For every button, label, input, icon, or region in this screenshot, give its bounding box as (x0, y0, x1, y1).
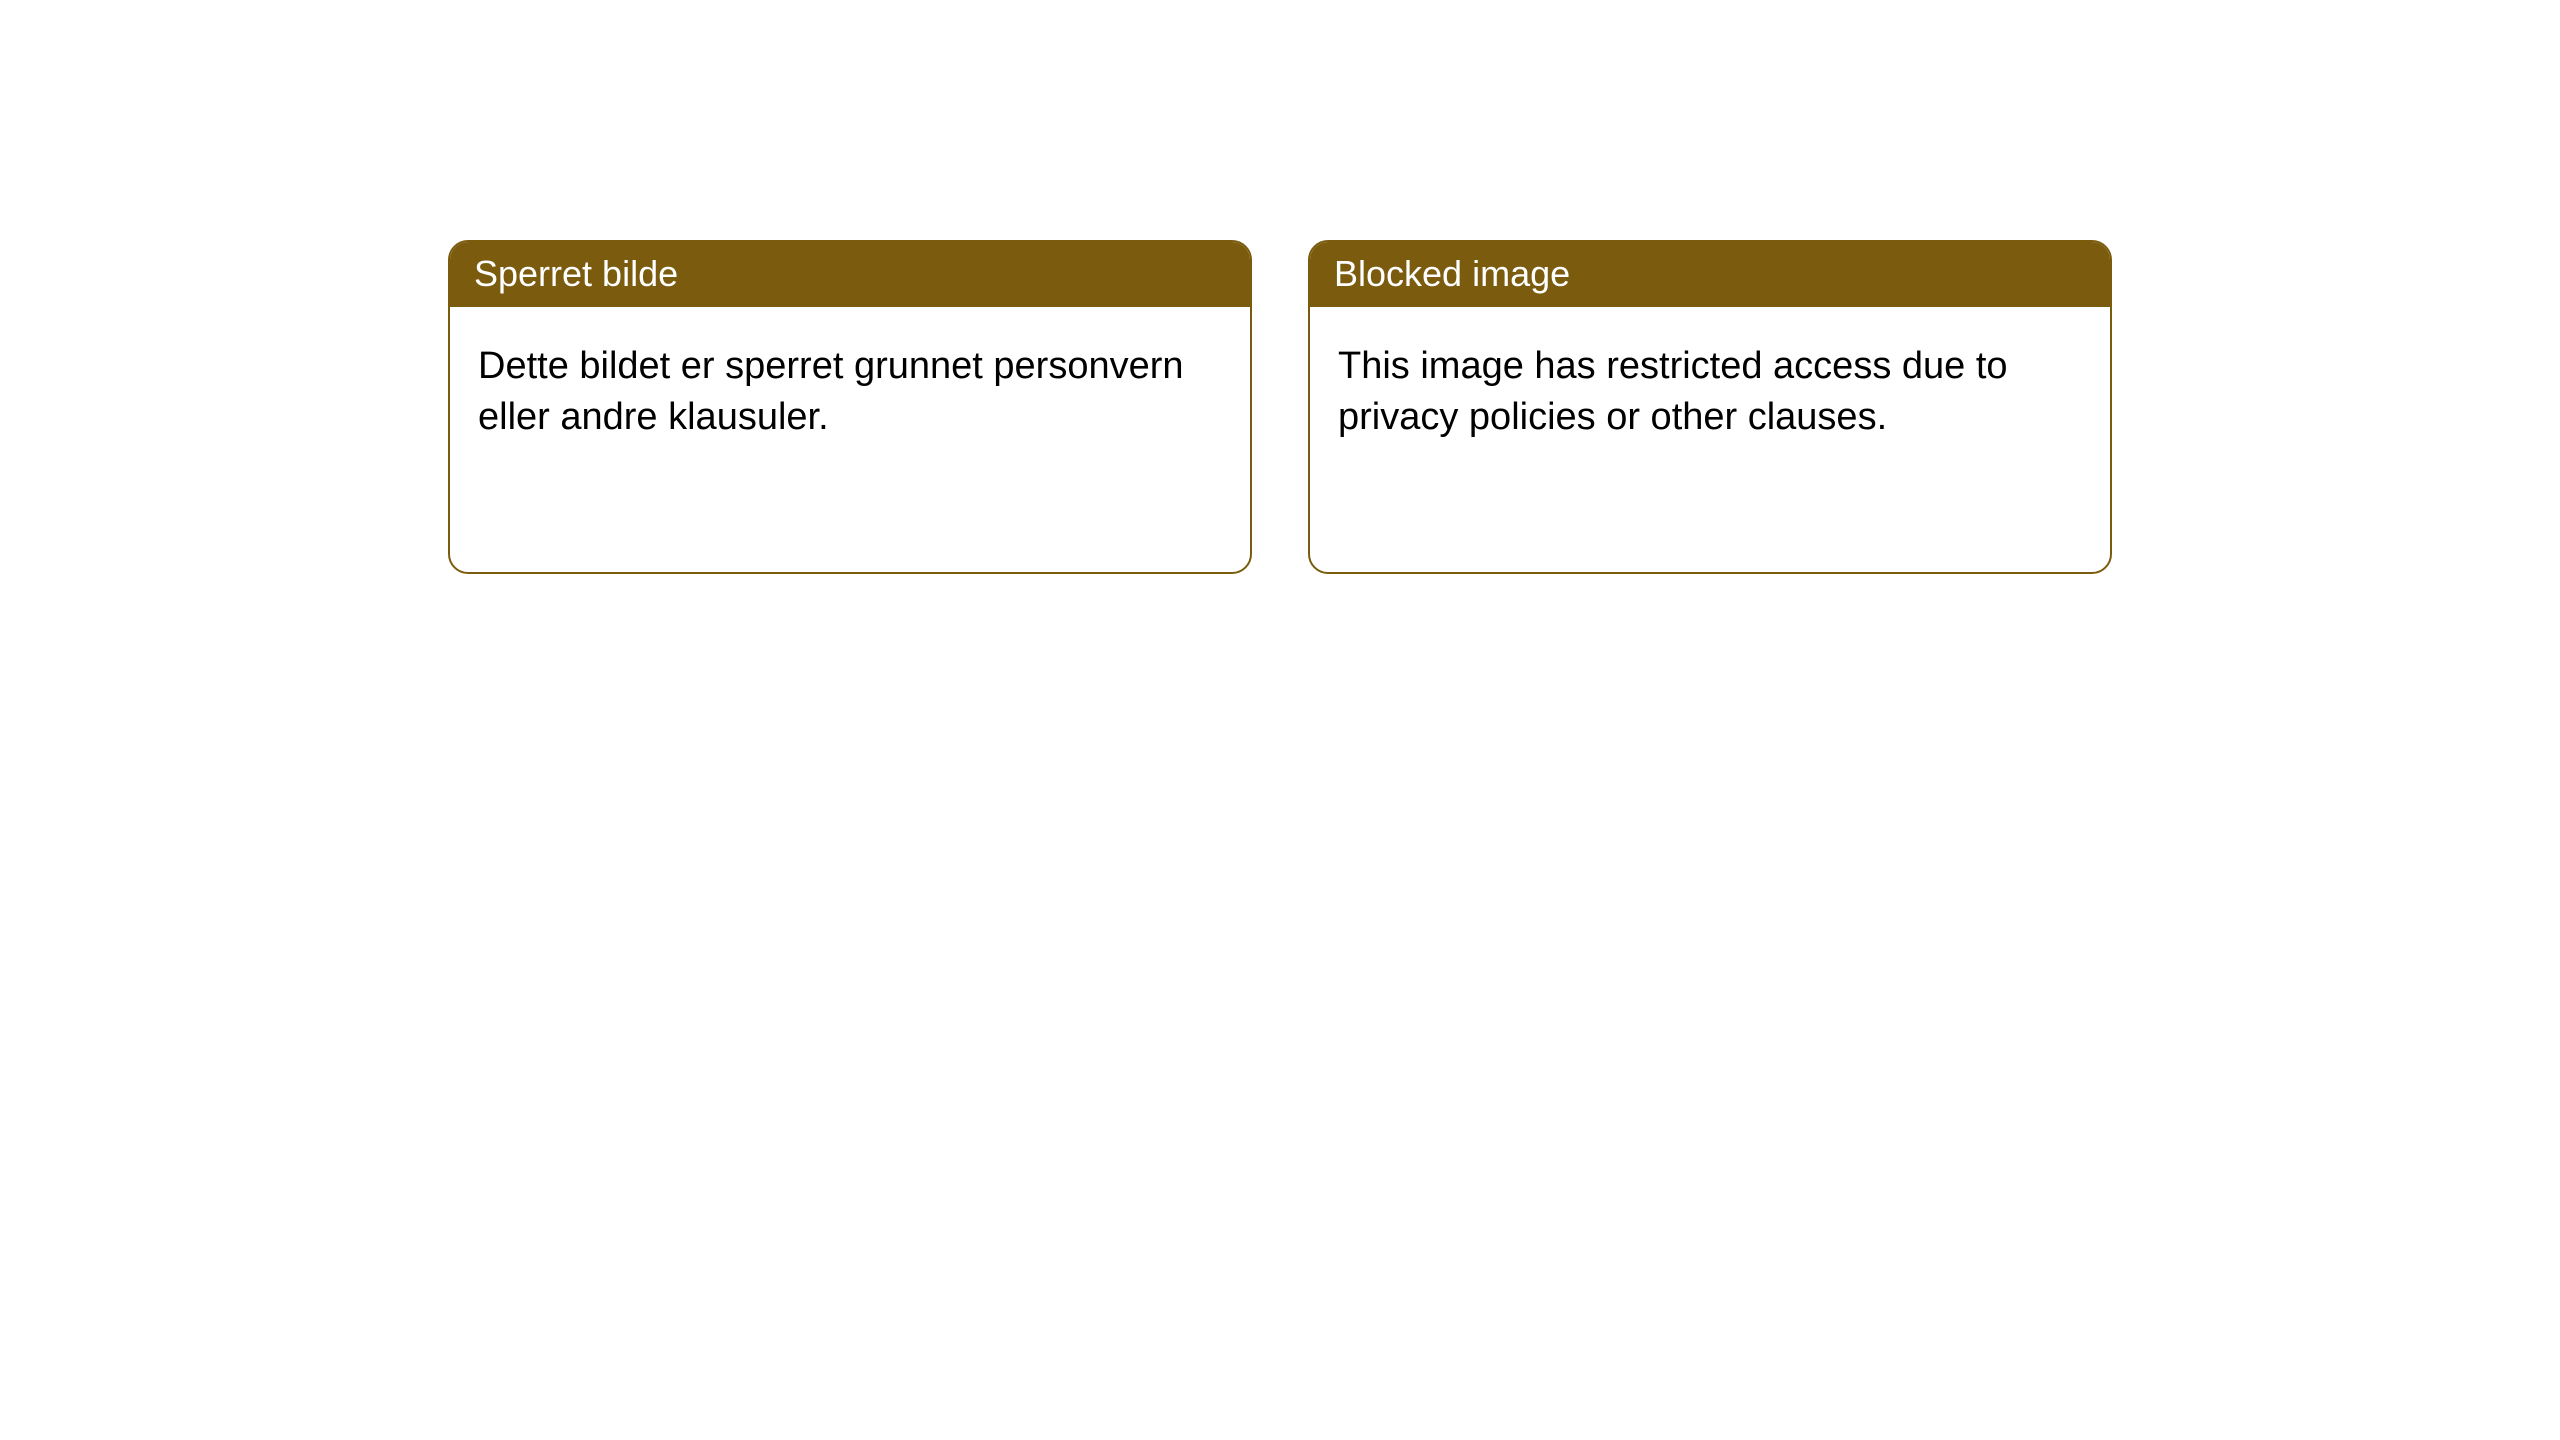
card-title-english: Blocked image (1334, 253, 1570, 294)
blocked-image-card-english: Blocked image This image has restricted … (1308, 240, 2112, 574)
card-body-norwegian: Dette bildet er sperret grunnet personve… (450, 307, 1250, 478)
card-message-english: This image has restricted access due to … (1338, 345, 2008, 438)
card-message-norwegian: Dette bildet er sperret grunnet personve… (478, 345, 1184, 438)
blocked-image-card-norwegian: Sperret bilde Dette bildet er sperret gr… (448, 240, 1252, 574)
notice-container: Sperret bilde Dette bildet er sperret gr… (0, 0, 2560, 574)
card-header-norwegian: Sperret bilde (450, 242, 1250, 307)
card-header-english: Blocked image (1310, 242, 2110, 307)
card-title-norwegian: Sperret bilde (474, 253, 678, 294)
card-body-english: This image has restricted access due to … (1310, 307, 2110, 478)
